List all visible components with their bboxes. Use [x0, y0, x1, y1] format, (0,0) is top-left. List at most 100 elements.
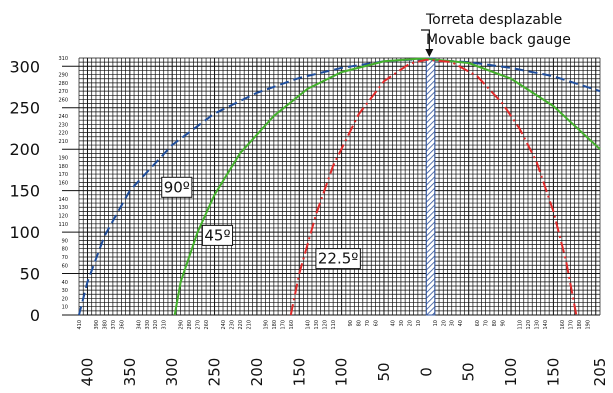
x-minor-tick-label: 20: [441, 320, 447, 326]
x-minor-tick-label: 140: [306, 320, 312, 330]
y-minor-tick-label: 130: [58, 205, 68, 211]
back-gauge-strip: [425, 57, 436, 316]
x-tick-label: 400: [78, 358, 96, 387]
x-minor-tick-label: 40: [458, 320, 464, 326]
x-minor-tick-label: 10: [416, 320, 422, 326]
x-minor-tick-label: 120: [323, 320, 329, 330]
x-minor-tick-label: 110: [518, 320, 524, 330]
series-line-0: [78, 58, 601, 316]
y-minor-tick-label: 20: [62, 296, 68, 302]
x-minor-tick-label: 390: [94, 320, 100, 330]
annotation-leader: [421, 29, 430, 50]
annotation-arrowhead: [425, 49, 434, 57]
x-minor-tick-label: 320: [153, 320, 159, 330]
y-minor-tick-label: 310: [58, 56, 68, 62]
series-line-2: [289, 58, 578, 316]
y-minor-tick-label: 40: [62, 280, 68, 286]
x-minor-tick-label: 180: [577, 320, 583, 330]
x-minor-tick-label: 60: [374, 320, 380, 326]
x-minor-tick-label: 140: [543, 320, 549, 330]
x-minor-tick-label: 110: [331, 320, 337, 330]
y-tick-label: 200: [9, 140, 40, 159]
axes: 0501001502002503001020304060708090110120…: [9, 56, 609, 386]
series-label-2: 22.5º: [318, 250, 358, 268]
y-minor-tick-label: 70: [62, 255, 68, 261]
x-minor-tick-label: 280: [187, 320, 193, 330]
x-minor-tick-label: 90: [501, 320, 507, 326]
x-minor-tick-label: 90: [348, 320, 354, 326]
annotation-line-2: Movable back gauge: [426, 32, 571, 48]
x-minor-tick-label: 210: [246, 320, 252, 330]
x-tick-label: 250: [206, 358, 224, 387]
x-minor-tick-label: 130: [534, 320, 540, 330]
y-minor-tick-label: 270: [58, 89, 68, 95]
x-minor-tick-label: 340: [136, 320, 142, 330]
x-minor-tick-label: 190: [585, 320, 591, 330]
y-minor-tick-label: 260: [58, 97, 68, 103]
x-minor-tick-label: 220: [238, 320, 244, 330]
x-minor-tick-label: 20: [407, 320, 413, 326]
x-minor-tick-label: 330: [145, 320, 151, 330]
series-label-box-2: [315, 248, 361, 270]
y-minor-tick-label: 170: [58, 172, 68, 178]
x-minor-tick-label: 190: [263, 320, 269, 330]
x-minor-tick-label: 160: [560, 320, 566, 330]
y-minor-tick-label: 230: [58, 122, 68, 128]
y-tick-label: 300: [9, 57, 40, 76]
x-minor-tick-label: 130: [314, 320, 320, 330]
x-minor-tick-label: 60: [475, 320, 481, 326]
y-minor-tick-label: 80: [62, 247, 68, 253]
x-minor-tick-label: 40: [390, 320, 396, 326]
y-minor-tick-label: 60: [62, 263, 68, 269]
x-minor-tick-label: 120: [526, 320, 532, 330]
y-minor-tick-label: 290: [58, 73, 68, 79]
y-minor-tick-label: 120: [58, 214, 68, 220]
x-minor-tick-label: 230: [229, 320, 235, 330]
x-minor-tick-label: 70: [365, 320, 371, 326]
y-minor-tick-label: 210: [58, 139, 68, 145]
x-minor-tick-label: 370: [111, 320, 117, 330]
y-tick-label: 100: [9, 223, 40, 242]
y-tick-label: 0: [30, 306, 40, 325]
series-label-box-1: [201, 224, 234, 246]
x-minor-tick-label: 80: [492, 320, 498, 326]
x-minor-tick-label: 10: [433, 320, 439, 326]
x-minor-tick-label: 260: [204, 320, 210, 330]
y-minor-tick-label: 160: [58, 180, 68, 186]
y-minor-tick-label: 90: [62, 238, 68, 244]
x-minor-tick-label: 310: [162, 320, 168, 330]
y-minor-tick-label: 240: [58, 114, 68, 120]
x-minor-tick-label: 30: [399, 320, 405, 326]
x-minor-tick-label: 170: [280, 320, 286, 330]
x-tick-label: 100: [333, 358, 351, 387]
series-label-1: 45º: [204, 226, 230, 244]
x-tick-label: 0: [417, 367, 435, 377]
y-minor-tick-label: 30: [62, 288, 68, 294]
x-minor-tick-label: 410: [77, 320, 83, 330]
x-tick-label: 150: [544, 358, 562, 387]
y-minor-tick-label: 220: [58, 131, 68, 137]
x-minor-tick-label: 290: [179, 320, 185, 330]
y-minor-tick-label: 280: [58, 81, 68, 87]
x-minor-tick-label: 170: [568, 320, 574, 330]
x-minor-tick-label: 80: [357, 320, 363, 326]
y-minor-tick-label: 110: [58, 222, 68, 228]
x-minor-tick-label: 270: [196, 320, 202, 330]
x-minor-tick-label: 30: [450, 320, 456, 326]
x-minor-tick-label: 360: [119, 320, 125, 330]
x-tick-label: 50: [460, 362, 478, 381]
x-tick-label: 100: [502, 358, 520, 387]
x-tick-label: 350: [121, 358, 139, 387]
y-tick-label: 50: [20, 265, 40, 284]
x-tick-label: 150: [290, 358, 308, 387]
x-minor-tick-label: 70: [484, 320, 490, 326]
x-tick-label: 205: [591, 358, 609, 387]
series-label-0: 90º: [164, 178, 190, 196]
y-minor-tick-label: 10: [62, 305, 68, 311]
y-minor-tick-label: 180: [58, 164, 68, 170]
x-minor-tick-label: 240: [221, 320, 227, 330]
y-tick-label: 150: [9, 182, 40, 201]
x-minor-tick-label: 180: [272, 320, 278, 330]
